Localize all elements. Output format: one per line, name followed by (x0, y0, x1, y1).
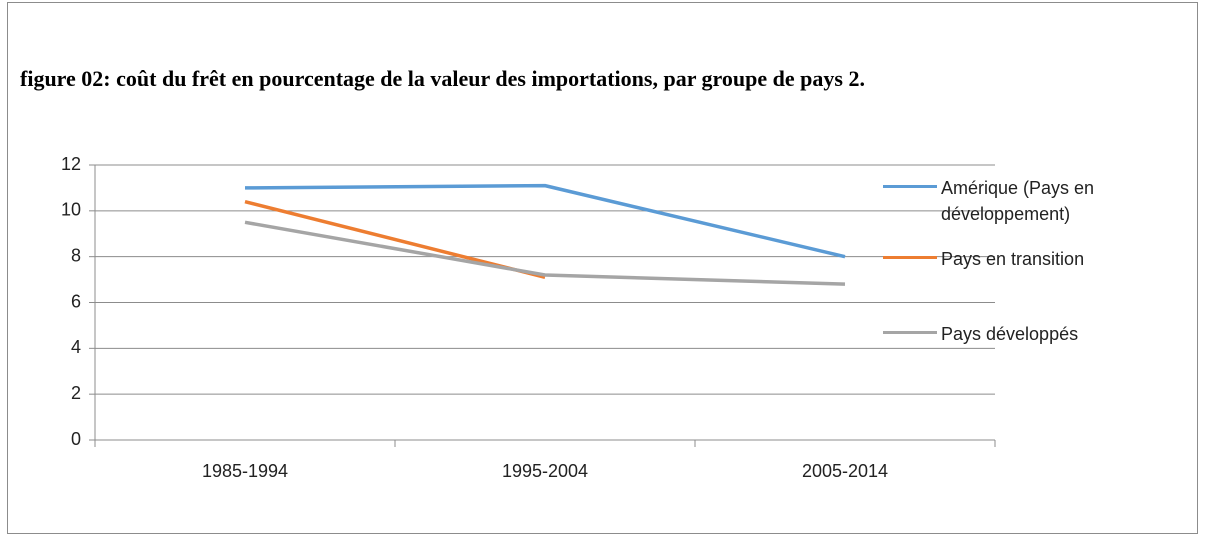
legend-entry: Pays développés (883, 321, 1141, 347)
series-line (244, 220, 846, 286)
y-tick-label: 6 (71, 291, 81, 311)
legend-label: Pays développés (941, 324, 1079, 344)
x-tick-label: 2005-2014 (802, 461, 888, 481)
x-tick-label: 1985-1994 (202, 461, 288, 481)
legend-swatch (883, 256, 937, 259)
legend-label: Amérique (Pays en développement) (941, 178, 1095, 224)
figure-frame (7, 2, 1198, 534)
y-tick-label: 8 (71, 245, 81, 265)
y-tick-label: 12 (61, 154, 81, 174)
series-line (244, 183, 846, 259)
legend-entry: Pays en transition (883, 246, 1141, 272)
y-tick-label: 4 (71, 337, 81, 357)
y-tick-label: 10 (61, 200, 81, 220)
legend-entry: Amérique (Pays en développement) (883, 175, 1141, 227)
chart-title: figure 02: coût du frêt en pourcentage d… (20, 66, 865, 91)
legend-swatch (883, 331, 937, 334)
y-tick-label: 0 (71, 429, 81, 449)
legend-swatch (883, 185, 937, 188)
x-tick-label: 1995-2004 (502, 461, 588, 481)
legend-label: Pays en transition (941, 249, 1085, 269)
y-tick-label: 2 (71, 383, 81, 403)
